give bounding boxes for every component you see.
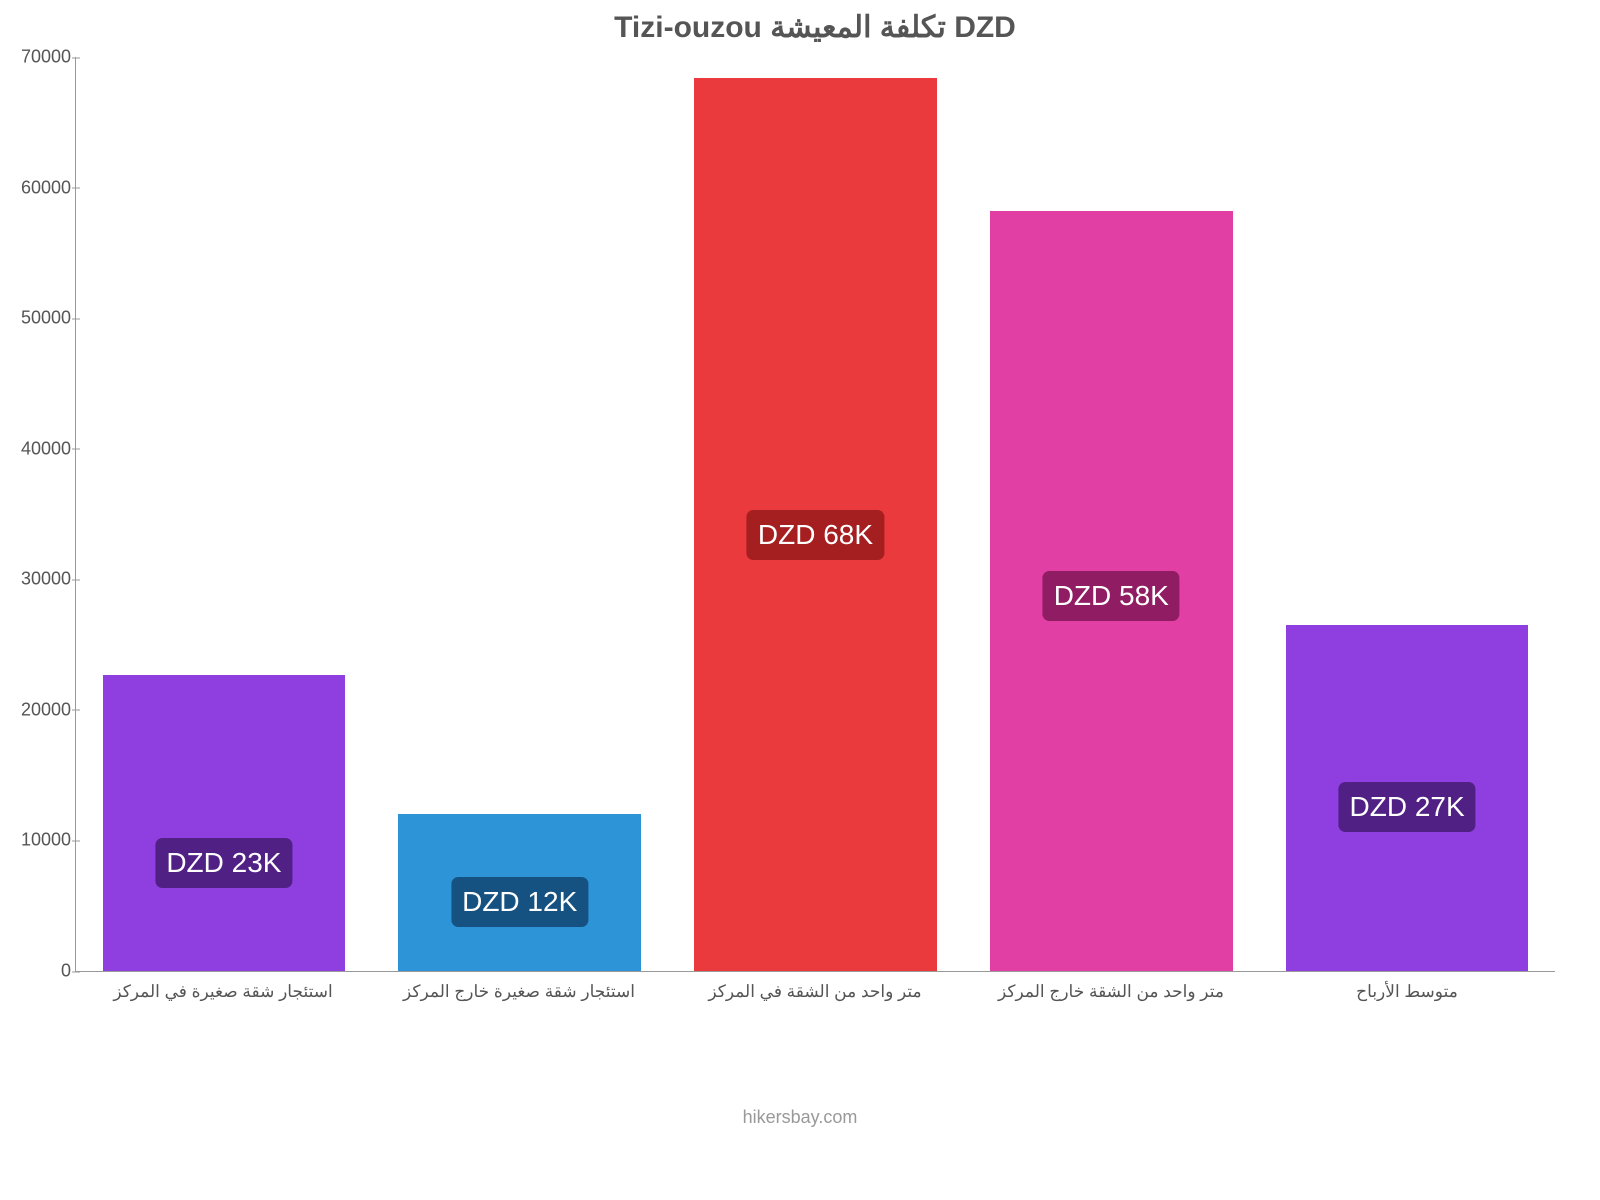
y-axis: 010000200003000040000500006000070000 bbox=[11, 57, 71, 971]
bar: DZD 68K bbox=[694, 78, 937, 971]
bar: DZD 12K bbox=[398, 814, 641, 971]
y-tick: 60000 bbox=[11, 177, 71, 198]
x-axis-labels: استئجار شقة صغيرة في المركزاستئجار شقة ص… bbox=[75, 982, 1555, 1002]
attribution-text: hikersbay.com bbox=[743, 1107, 858, 1128]
bar: DZD 58K bbox=[990, 211, 1233, 971]
y-tick: 70000 bbox=[11, 47, 71, 68]
x-axis-label: متوسط الأرباح bbox=[1259, 982, 1555, 1002]
x-axis-label: استئجار شقة صغيرة خارج المركز bbox=[371, 982, 667, 1002]
bar-value-label: DZD 58K bbox=[1043, 571, 1180, 621]
y-tick: 0 bbox=[11, 961, 71, 982]
bar-slot: DZD 58K bbox=[963, 57, 1259, 971]
y-tick: 10000 bbox=[11, 830, 71, 851]
bar-slot: DZD 68K bbox=[668, 57, 964, 971]
plot-area: 010000200003000040000500006000070000 DZD… bbox=[75, 57, 1555, 972]
bar-value-label: DZD 27K bbox=[1339, 782, 1476, 832]
y-tick: 40000 bbox=[11, 438, 71, 459]
chart-container: Tizi-ouzou تكلفة المعيشة DZD 01000020000… bbox=[75, 10, 1555, 1060]
x-axis-label: متر واحد من الشقة في المركز bbox=[667, 982, 963, 1002]
y-tick: 50000 bbox=[11, 308, 71, 329]
bar-value-label: DZD 23K bbox=[155, 838, 292, 888]
bar: DZD 27K bbox=[1286, 625, 1529, 971]
x-axis-label: متر واحد من الشقة خارج المركز bbox=[963, 982, 1259, 1002]
y-tick: 30000 bbox=[11, 569, 71, 590]
y-tick: 20000 bbox=[11, 699, 71, 720]
x-axis-label: استئجار شقة صغيرة في المركز bbox=[75, 982, 371, 1002]
bar-slot: DZD 27K bbox=[1259, 57, 1555, 971]
bar-value-label: DZD 12K bbox=[451, 877, 588, 927]
bar: DZD 23K bbox=[103, 675, 346, 971]
bar-slot: DZD 23K bbox=[76, 57, 372, 971]
bar-slot: DZD 12K bbox=[372, 57, 668, 971]
bars-area: DZD 23K DZD 12K DZD 68K DZD 58K DZD 27K bbox=[76, 57, 1555, 971]
chart-title: Tizi-ouzou تكلفة المعيشة DZD bbox=[75, 10, 1555, 45]
bar-value-label: DZD 68K bbox=[747, 510, 884, 560]
